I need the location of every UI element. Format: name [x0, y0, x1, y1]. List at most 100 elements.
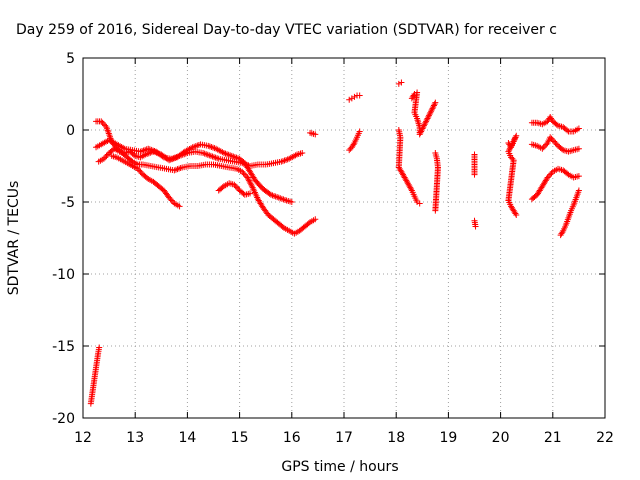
data-point-marker: [564, 170, 571, 177]
data-point-marker: [98, 118, 105, 125]
data-point-marker: [427, 109, 434, 116]
x-tick-label: 15: [231, 430, 249, 446]
data-point-marker: [513, 132, 520, 139]
data-point-marker: [424, 115, 431, 122]
x-tick-label: 16: [283, 430, 301, 446]
data-point-marker: [348, 95, 355, 102]
chart-title: Day 259 of 2016, Sidereal Day-to-day VTE…: [16, 22, 557, 38]
series-trace-l: [528, 165, 582, 203]
data-point-marker: [506, 145, 513, 152]
x-tick-label: 17: [335, 430, 353, 446]
data-point-marker: [551, 138, 558, 145]
data-point-marker: [240, 170, 247, 177]
data-point-marker: [246, 178, 253, 185]
data-point-marker: [425, 112, 432, 119]
series-trace-f: [87, 344, 103, 407]
x-tick-label: 13: [126, 430, 144, 446]
series-trace-h: [395, 79, 479, 230]
data-point-marker: [564, 127, 571, 134]
data-point-marker: [143, 174, 150, 181]
data-point-marker: [575, 187, 582, 194]
data-point-marker: [231, 181, 238, 188]
data-point-marker: [137, 168, 144, 175]
x-tick-label: 18: [387, 430, 405, 446]
data-point-marker: [575, 125, 582, 132]
data-point-marker: [159, 153, 166, 160]
series-trace-d: [108, 152, 183, 210]
x-tick-label: 21: [544, 430, 562, 446]
data-point-marker: [398, 79, 405, 86]
y-tick-label: -10: [52, 267, 75, 283]
data-point-marker: [575, 173, 582, 180]
data-point-marker: [100, 155, 107, 162]
data-point-marker: [428, 106, 435, 113]
data-point-marker: [543, 141, 550, 148]
x-axis-label: GPS time / hours: [281, 459, 398, 475]
data-point-marker: [429, 105, 436, 112]
data-point-marker: [432, 99, 439, 106]
data-point-marker: [539, 145, 546, 152]
data-point-marker: [422, 119, 429, 126]
data-point-marker: [420, 122, 427, 129]
data-point-marker: [425, 114, 432, 121]
x-tick-label: 14: [178, 430, 196, 446]
data-point-marker: [544, 174, 551, 181]
data-point-marker: [219, 184, 226, 191]
data-point-marker: [279, 223, 286, 230]
y-tick-label: -20: [52, 411, 75, 427]
data-point-marker: [511, 137, 518, 144]
data-point-marker: [430, 103, 437, 110]
x-tick-label: 12: [74, 430, 92, 446]
data-point-marker: [426, 111, 433, 118]
data-point-marker: [431, 101, 438, 108]
data-point-marker: [510, 138, 517, 145]
data-point-marker: [102, 154, 109, 161]
data-point-marker: [134, 165, 141, 172]
data-point-marker: [547, 171, 554, 178]
data-point-marker: [553, 141, 560, 148]
series-trace-m: [557, 187, 582, 239]
data-point-marker: [170, 199, 177, 205]
data-point-marker: [104, 151, 111, 158]
y-axis-label: SDTVAR / TECUs: [6, 181, 22, 296]
data-point-marker: [471, 171, 478, 178]
data-point-marker: [176, 203, 183, 210]
data-point-marker: [138, 170, 145, 177]
data-point-marker: [350, 141, 357, 148]
data-point-marker: [356, 92, 363, 99]
data-point-marker: [417, 129, 424, 136]
data-point-marker: [103, 152, 110, 159]
series-trace-c: [93, 137, 306, 169]
data-point-marker: [545, 173, 552, 180]
data-point-marker: [512, 134, 519, 141]
data-point-marker: [247, 180, 254, 187]
data-point-marker: [408, 186, 415, 193]
data-point-marker: [419, 125, 426, 132]
data-point-marker: [248, 181, 255, 188]
data-point-marker: [508, 142, 515, 149]
data-point-marker: [552, 139, 559, 146]
data-point-marker: [553, 121, 560, 128]
data-point-marker: [166, 194, 173, 201]
data-point-marker: [423, 118, 430, 125]
data-point-marker: [547, 134, 554, 141]
data-point-marker: [299, 150, 306, 157]
grid-lines: [83, 58, 605, 418]
data-point-marker: [130, 151, 137, 158]
data-point-marker: [513, 211, 520, 218]
data-point-marker: [247, 190, 254, 197]
data-point-marker: [346, 147, 353, 154]
data-point-marker: [430, 102, 437, 109]
data-point-marker: [245, 177, 252, 184]
data-point-marker: [239, 168, 246, 175]
y-tick-label: 0: [66, 123, 75, 139]
series-trace-i: [505, 132, 520, 218]
data-point-marker: [167, 196, 174, 203]
data-point-marker: [235, 186, 242, 193]
series-trace-a: [93, 118, 319, 237]
data-point-marker: [512, 210, 519, 217]
data-point-marker: [507, 144, 514, 151]
data-point-marker: [509, 139, 516, 146]
data-point-marker: [136, 167, 143, 174]
data-point-marker: [548, 170, 555, 177]
